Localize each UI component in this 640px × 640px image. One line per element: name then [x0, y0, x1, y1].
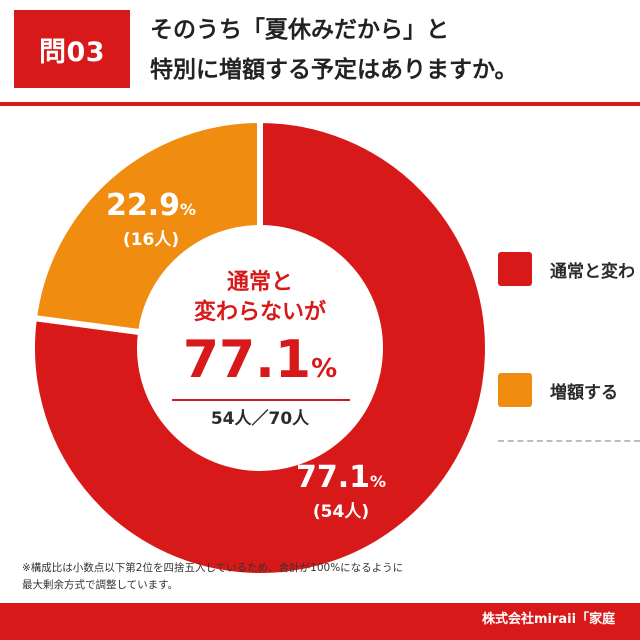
legend-item-increase: 増額する [498, 373, 618, 407]
footer-credit: 株式会社miraii「家庭 [482, 612, 616, 627]
legend-swatch-increase [498, 373, 532, 407]
donut-slice-same [29, 116, 491, 579]
footer-bar [0, 603, 640, 640]
center-value: 77.1% [150, 328, 370, 401]
legend-swatch-same [498, 252, 532, 286]
donut-slice-increase [30, 116, 263, 336]
question-text: そのうち「夏休みだから」と 特別に増額する予定はありますか。 [150, 10, 630, 90]
legend-label-increase: 増額する [550, 382, 618, 403]
center-title: 通常と 変わらないが [150, 268, 370, 328]
slice-label-increase: 22.9% (16人) [96, 188, 206, 252]
question-line-1: そのうち「夏休みだから」と [150, 17, 449, 43]
legend-divider [498, 440, 640, 442]
footnote-line-2: 最大剰余方式で調整しています。 [22, 579, 179, 591]
legend-label-same: 通常と変わ [550, 261, 635, 282]
center-value-number: 77.1 [182, 330, 312, 390]
slice-count-increase: (16人) [122, 230, 180, 250]
donut-chart [29, 116, 491, 579]
slice-count-same: (54人) [312, 502, 370, 522]
footnote-line-1: ※構成比は小数点以下第2位を四捨五入しているため、合計が100%になるように [22, 562, 404, 574]
legend-item-same: 通常と変わ [498, 252, 635, 286]
slice-value-increase: 22.9% [105, 188, 197, 223]
center-title-line-1: 通常と [226, 270, 293, 295]
center-count: 54人／70人 [210, 409, 310, 429]
center-title-line-2: 変わらないが [193, 300, 326, 325]
footnote: ※構成比は小数点以下第2位を四捨五入しているため、合計が100%になるように 最… [22, 560, 492, 594]
slice-label-same: 77.1% (54人) [286, 460, 396, 524]
question-line-2: 特別に増額する予定はありますか。 [150, 57, 518, 83]
center-value-unit: % [311, 354, 338, 384]
question-number-badge: 問03 [14, 10, 130, 88]
slice-value-same: 77.1% [295, 460, 387, 495]
center-divider [172, 399, 350, 401]
header-divider [0, 102, 640, 106]
